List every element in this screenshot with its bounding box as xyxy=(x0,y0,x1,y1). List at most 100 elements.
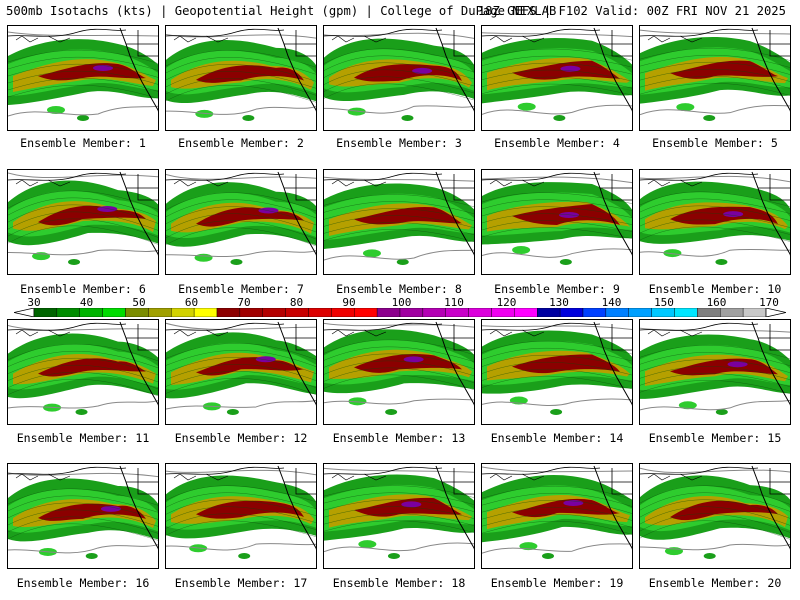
ensemble-member-map xyxy=(323,463,475,569)
ensemble-member-label: Ensemble Member: 12 xyxy=(174,431,308,445)
colorbar-tick-label: 40 xyxy=(79,296,94,309)
ensemble-member-label: Ensemble Member: 10 xyxy=(648,282,782,296)
ensemble-member-map xyxy=(323,25,475,131)
jet-stream-map xyxy=(166,465,316,559)
colorbar-segment xyxy=(445,308,469,317)
ensemble-member-label: Ensemble Member: 16 xyxy=(16,576,150,590)
ensemble-member-label: Ensemble Member: 14 xyxy=(490,431,624,445)
ensemble-member-map xyxy=(323,169,475,275)
ensemble-member-map xyxy=(481,25,633,131)
jet-stream-map xyxy=(324,465,474,559)
jet-stream-map xyxy=(482,321,632,415)
jet-stream-map xyxy=(640,465,790,559)
colorbar-segment xyxy=(376,308,401,317)
colorbar-segment xyxy=(582,308,607,317)
colorbar xyxy=(14,308,786,317)
colorbar-segment xyxy=(33,308,58,317)
ensemble-member-label: Ensemble Member: 15 xyxy=(648,431,782,445)
colorbar-segment xyxy=(605,308,629,317)
ensemble-member-map xyxy=(481,463,633,569)
colorbar-tick-label: 120 xyxy=(496,296,517,309)
header-title-left: 500mb Isotachs (kts) | Geopotential Heig… xyxy=(6,4,557,18)
colorbar-segment xyxy=(308,308,332,317)
ensemble-member-label: Ensemble Member: 18 xyxy=(332,576,466,590)
colorbar-segment xyxy=(742,308,767,317)
colorbar-segment xyxy=(651,308,675,317)
colorbar-segment xyxy=(468,308,492,317)
jet-stream-map xyxy=(640,171,790,265)
colorbar-segment xyxy=(193,308,218,317)
colorbar-segment xyxy=(331,308,355,317)
ensemble-member-label: Ensemble Member: 8 xyxy=(336,282,462,296)
jet-stream-map xyxy=(324,321,474,415)
colorbar-tick-label: 90 xyxy=(342,296,356,309)
ensemble-member-label: Ensemble Member: 11 xyxy=(16,431,150,445)
colorbar-tick-label: 70 xyxy=(237,296,251,309)
jet-stream-map xyxy=(324,27,474,121)
colorbar-segment xyxy=(125,308,149,317)
colorbar-segment xyxy=(171,308,195,317)
ensemble-member-map xyxy=(481,169,633,275)
jet-stream-map xyxy=(8,465,158,559)
ensemble-member-label: Ensemble Member: 17 xyxy=(174,576,308,590)
header-title-right: 18Z GEFS | F102 Valid: 00Z FRI NOV 21 20… xyxy=(477,4,786,18)
ensemble-member-label: Ensemble Member: 5 xyxy=(652,136,778,150)
colorbar-tick-label: 30 xyxy=(27,296,41,309)
ensemble-member-map xyxy=(7,319,159,425)
jet-stream-map xyxy=(8,27,158,121)
jet-stream-map xyxy=(324,171,474,265)
ensemble-member-map xyxy=(639,319,791,425)
colorbar-segment xyxy=(56,308,80,317)
ensemble-member-label: Ensemble Member: 2 xyxy=(178,136,304,150)
colorbar-segment xyxy=(720,308,744,317)
colorbar-tick-label: 150 xyxy=(654,296,674,309)
colorbar-segment xyxy=(399,308,424,317)
colorbar-tick-label: 170 xyxy=(759,296,779,309)
colorbar-segment xyxy=(262,308,286,317)
colorbar-tick-label: 100 xyxy=(391,296,412,309)
ensemble-member-map xyxy=(323,319,475,425)
ensemble-member-map xyxy=(165,319,317,425)
jet-stream-map xyxy=(482,465,632,559)
colorbar-segment xyxy=(285,308,309,317)
colorbar-segment xyxy=(674,308,698,317)
ensemble-member-label: Ensemble Member: 9 xyxy=(494,282,620,296)
jet-stream-map xyxy=(166,171,316,265)
jet-stream-map xyxy=(8,321,158,415)
colorbar-max-arrow xyxy=(765,308,786,317)
colorbar-labels: 30 40 50 60 70 80 90 100 110 120 130 140 150 160 170 xyxy=(0,296,800,309)
colorbar-segment xyxy=(491,308,515,317)
jet-stream-map xyxy=(8,171,158,265)
ensemble-member-map xyxy=(7,463,159,569)
ensemble-member-label: Ensemble Member: 7 xyxy=(178,282,304,296)
jet-stream-map xyxy=(640,27,790,121)
colorbar-segment xyxy=(514,308,538,317)
colorbar-min-arrow xyxy=(14,308,35,317)
jet-stream-map xyxy=(482,27,632,121)
colorbar-tick-label: 130 xyxy=(549,296,569,309)
ensemble-member-label: Ensemble Member: 13 xyxy=(332,431,466,445)
colorbar-segment xyxy=(537,308,561,317)
colorbar-segment xyxy=(628,308,652,317)
ensemble-member-map xyxy=(165,169,317,275)
ensemble-member-map xyxy=(639,25,791,131)
ensemble-member-label: Ensemble Member: 20 xyxy=(648,576,782,590)
ensemble-member-map xyxy=(639,169,791,275)
jet-stream-map xyxy=(482,171,632,265)
colorbar-segment xyxy=(559,308,584,317)
colorbar-tick-label: 160 xyxy=(706,296,727,309)
jet-stream-map xyxy=(166,27,316,121)
chart-header: 500mb Isotachs (kts) | Geopotential Heig… xyxy=(6,4,794,22)
colorbar-segment xyxy=(239,308,263,317)
colorbar-tick-label: 140 xyxy=(601,296,622,309)
colorbar-tick-label: 110 xyxy=(444,296,464,309)
jet-stream-map xyxy=(640,321,790,415)
ensemble-member-label: Ensemble Member: 3 xyxy=(336,136,462,150)
ensemble-member-map xyxy=(165,463,317,569)
ensemble-member-map xyxy=(481,319,633,425)
colorbar-segment xyxy=(422,308,446,317)
ensemble-member-label: Ensemble Member: 19 xyxy=(490,576,624,590)
ensemble-member-map xyxy=(7,25,159,131)
ensemble-member-map xyxy=(7,169,159,275)
colorbar-tick-label: 60 xyxy=(184,296,199,309)
